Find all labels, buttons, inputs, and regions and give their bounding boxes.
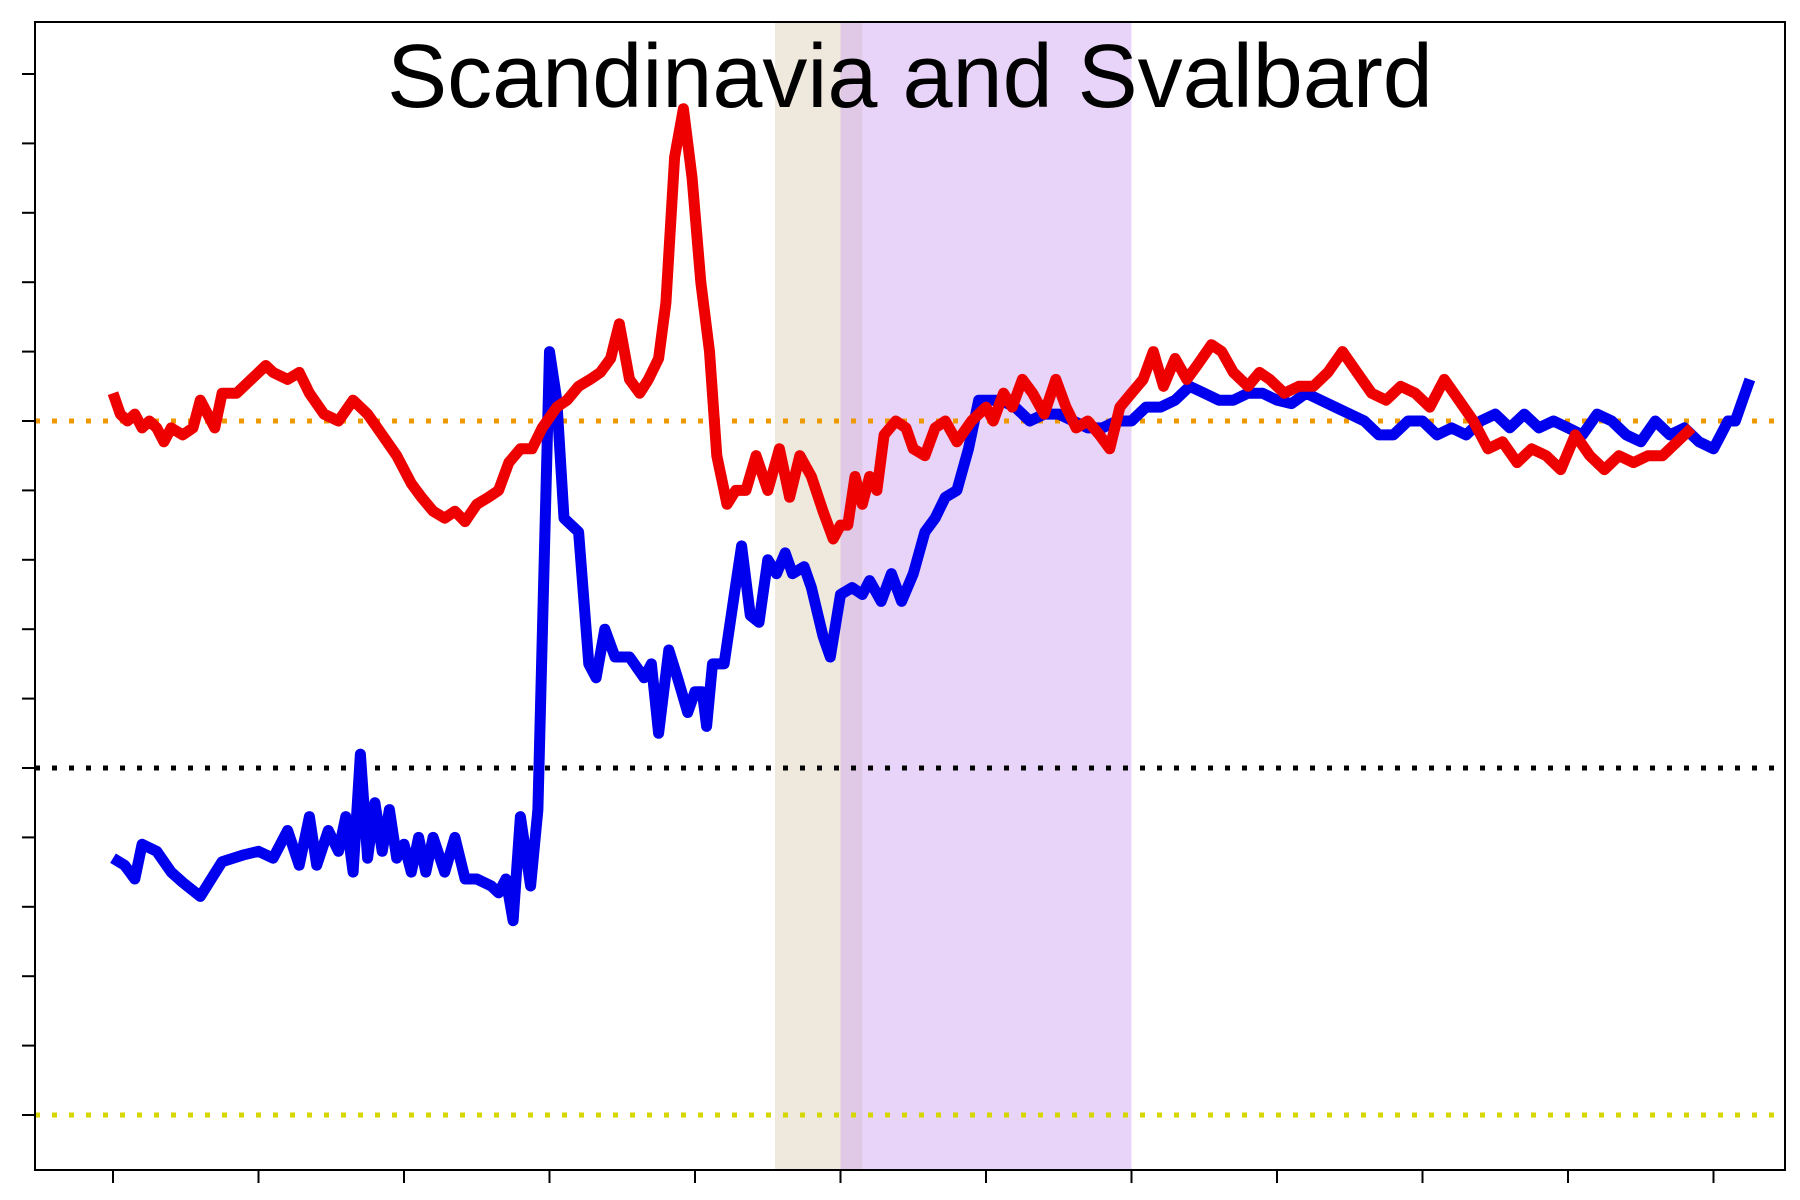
series-line-2 (107, 103, 1696, 545)
series-line-1 (110, 346, 1756, 927)
series-lines (107, 103, 1756, 927)
chart-title: Scandinavia and Svalbard (387, 27, 1433, 127)
axes (22, 21, 1786, 1183)
plot-frame (34, 21, 1786, 1171)
shaded-regions (775, 22, 1132, 1170)
